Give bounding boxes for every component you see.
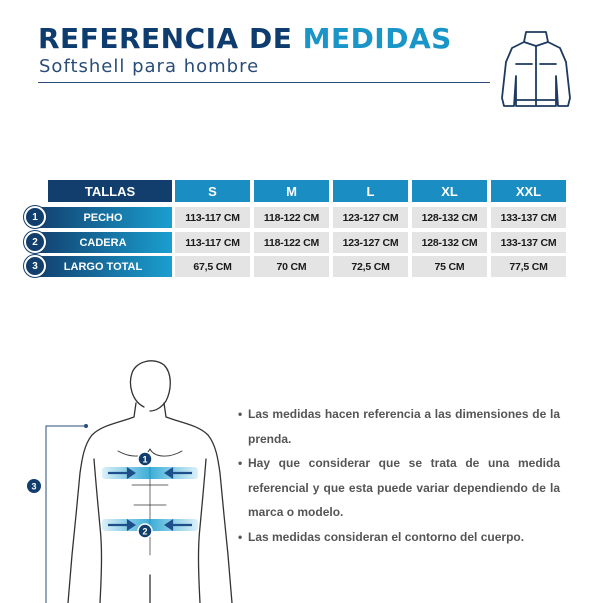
column-header-size: XL (412, 180, 487, 202)
chest-arrows (108, 466, 192, 480)
marker-1-label: 1 (142, 455, 147, 465)
table-cell: 67,5 CM (175, 256, 250, 277)
page-title: REFERENCIA DE MEDIDAS (38, 22, 452, 55)
note-item: • Las medidas consideran el contorno del… (238, 529, 525, 544)
column-header-size: S (175, 180, 250, 202)
note-item: • Hay que considerar que se trata de una… (238, 456, 560, 519)
row-label-pecho: PECHO (34, 207, 172, 228)
row-label-cadera: CADERA (34, 232, 172, 253)
row-label-largo-total: LARGO TOTAL (34, 256, 172, 277)
title-part-2: MEDIDAS (302, 22, 452, 55)
body-outline (67, 360, 233, 603)
table-cell: 118-122 CM (254, 232, 329, 253)
table-cell: 128-132 CM (412, 232, 487, 253)
note-item: • Las medidas hacen referencia a las dim… (238, 407, 560, 446)
marker-2-label: 2 (142, 527, 147, 537)
note-text: Hay que considerar que se trata de una m… (248, 456, 560, 519)
table-cell: 123-127 CM (333, 207, 408, 228)
column-header-size: XXL (491, 180, 566, 202)
table-cell: 128-132 CM (412, 207, 487, 228)
title-part-1: REFERENCIA DE (38, 22, 293, 55)
jacket-icon (501, 31, 571, 107)
marker-3-label: 3 (31, 482, 36, 492)
note-text: Las medidas hacen referencia a las dimen… (248, 407, 560, 446)
hip-arrows (108, 518, 192, 532)
column-header-size: L (333, 180, 408, 202)
marker-1: 1 (137, 451, 153, 467)
notes-list: • Las medidas hacen referencia a las dim… (238, 402, 560, 549)
table-cell: 72,5 CM (333, 256, 408, 277)
table-cell: 118-122 CM (254, 207, 329, 228)
title-divider (38, 82, 490, 83)
table-cell: 133-137 CM (491, 207, 566, 228)
column-header-tallas: TALLAS (48, 180, 172, 202)
row-number-badge: 3 (24, 255, 46, 277)
note-text: Las medidas consideran el contorno del c… (248, 529, 525, 544)
row-number-badge: 1 (24, 206, 46, 228)
table-cell: 70 CM (254, 256, 329, 277)
column-header-size: M (254, 180, 329, 202)
table-cell: 77,5 CM (491, 256, 566, 277)
table-cell: 133-137 CM (491, 232, 566, 253)
body-outline-icon: 1 2 3 (27, 360, 233, 603)
length-bracket: 3 (27, 424, 88, 603)
table-cell: 113-117 CM (175, 232, 250, 253)
page-subtitle: Softshell para hombre (39, 56, 260, 77)
marker-2: 2 (137, 523, 153, 539)
table-cell: 123-127 CM (333, 232, 408, 253)
row-number-badge: 2 (24, 231, 46, 253)
hip-band (102, 519, 198, 531)
chest-band (102, 467, 198, 479)
table-cell: 113-117 CM (175, 207, 250, 228)
table-cell: 75 CM (412, 256, 487, 277)
size-table: TALLAS S M L XL XXL PECHO 1 113-117 CM 1… (22, 180, 570, 280)
